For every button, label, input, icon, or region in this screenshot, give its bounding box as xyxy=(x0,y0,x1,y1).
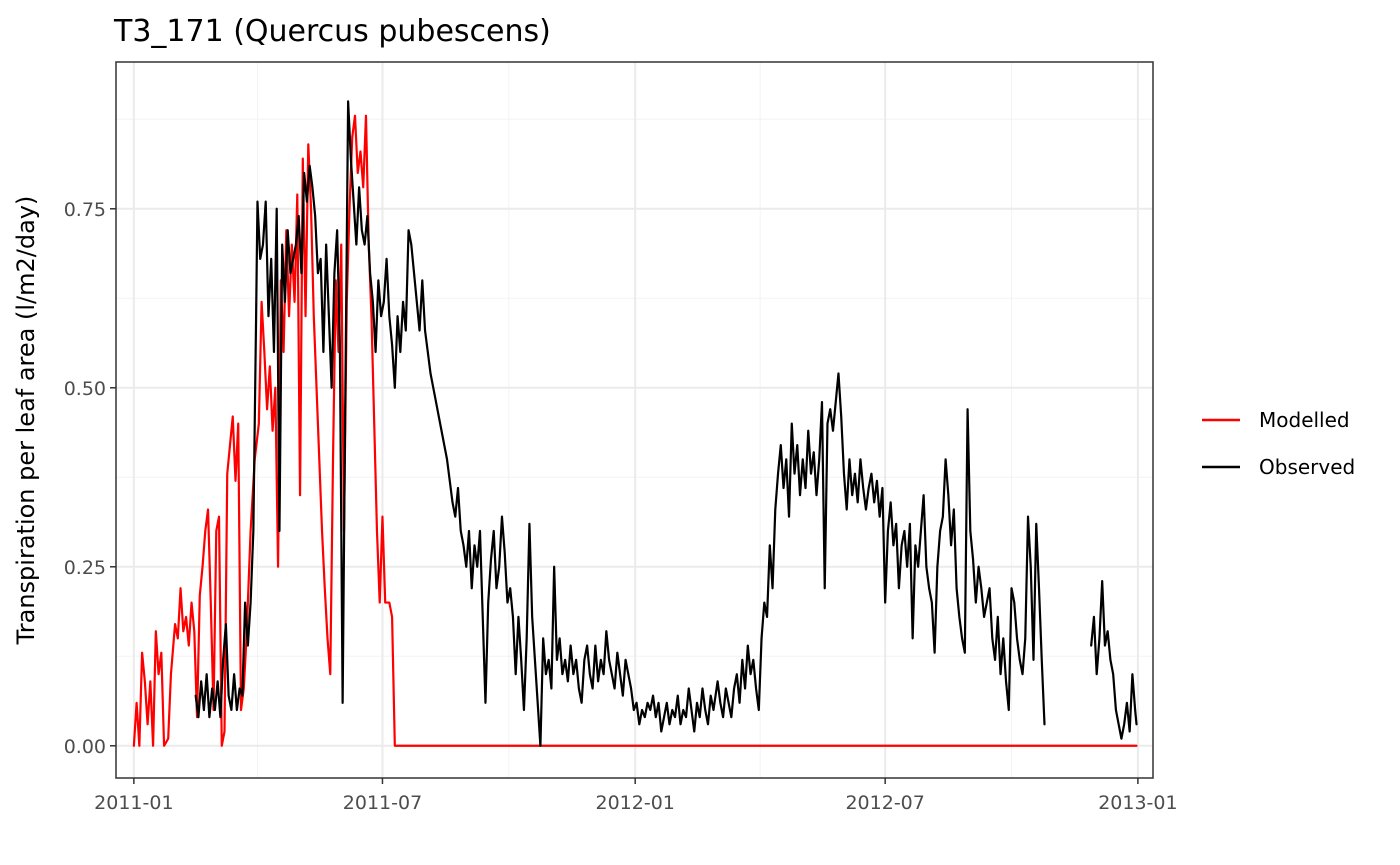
x-tick-label: 2012-01 xyxy=(595,792,674,814)
series-layer xyxy=(132,100,1138,747)
y-tick-label: 0.75 xyxy=(64,199,106,221)
series-line-observed xyxy=(1090,580,1138,740)
legend: Modelled Observed xyxy=(1202,408,1355,479)
series-line-observed xyxy=(194,100,1046,747)
x-tick-label: 2012-07 xyxy=(845,792,924,814)
plot-panel xyxy=(115,61,1154,779)
legend-label-observed: Observed xyxy=(1259,455,1355,479)
y-tick-label: 0.00 xyxy=(64,736,106,758)
x-tick-label: 2013-01 xyxy=(1098,792,1177,814)
x-tick-label: 2011-01 xyxy=(94,792,173,814)
x-tick-label: 2011-07 xyxy=(343,792,422,814)
y-tick-label: 0.50 xyxy=(64,378,106,400)
legend-label-modelled: Modelled xyxy=(1259,408,1350,432)
chart-title: T3_171 (Quercus pubescens) xyxy=(113,14,551,49)
y-axis: 0.00 0.25 0.50 0.75 xyxy=(64,199,116,758)
x-axis: 2011-01 2011-07 2012-01 2012-07 2013-01 xyxy=(94,778,1178,814)
y-tick-label: 0.25 xyxy=(64,557,106,579)
series-line-modelled xyxy=(132,114,1138,747)
y-axis-label: Transpiration per leaf area (l/m2/day) xyxy=(12,196,40,646)
